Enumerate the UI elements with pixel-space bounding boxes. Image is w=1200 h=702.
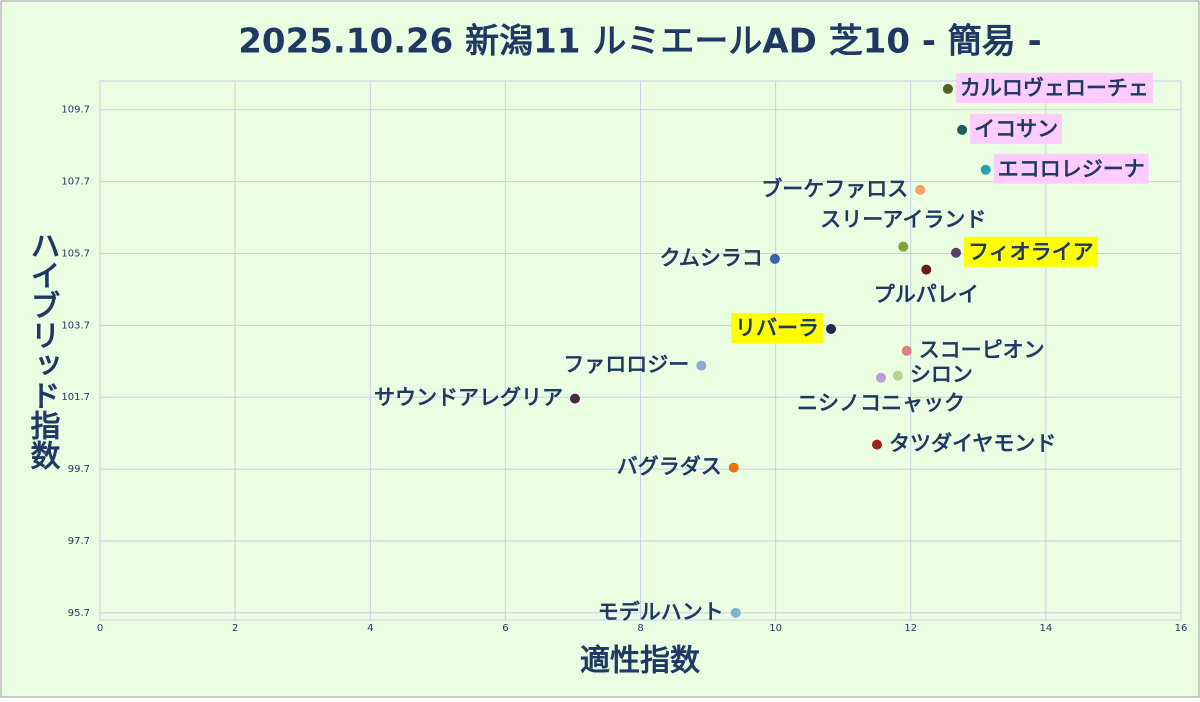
point-group: カルロヴェローチェ [942,72,1153,103]
point-label: シロン [910,363,973,387]
point-group: プルパレイ [874,264,979,307]
point [826,323,837,334]
label-highlight [993,153,1149,184]
point [876,372,887,383]
point-label: リバーラ [735,316,819,340]
y-tick-label: 99.7 [68,464,90,475]
y-tick-label: 105.7 [61,248,90,259]
label-highlight [964,236,1098,267]
x-axis-title: 適性指数 [580,644,701,679]
point-group: モデルハント [598,600,741,624]
point-group: シロン [892,363,973,387]
point-label: ニシノコニャック [797,391,965,415]
point-label: エコロレジーナ [998,157,1145,181]
point-label: スリーアイランド [820,208,986,232]
point [569,393,580,404]
point [980,164,991,175]
point [769,253,780,264]
x-tick-label: 8 [637,623,643,634]
point [957,124,968,135]
point [696,360,707,371]
x-tick-label: 10 [769,623,782,634]
point [898,241,909,252]
point-label: イコサン [974,117,1058,141]
point-label: サウンドアレグリア [374,386,563,410]
point-group: フィオライア [951,236,1098,267]
point [871,439,882,450]
label-highlight [970,113,1063,144]
y-tick-label: 107.7 [61,177,90,188]
y-tick-label: 101.7 [61,392,90,403]
y-tick-label: 97.7 [68,536,90,547]
point [921,264,932,275]
point-group: スコーピオン [901,338,1045,362]
point-group: ニシノコニャック [797,372,965,415]
x-tick-label: 12 [904,623,917,634]
label-highlight [955,72,1153,103]
point-group: クムシラコ [660,246,780,270]
point-label: スコーピオン [919,338,1045,362]
x-tick-label: 2 [232,623,238,634]
label-highlight [731,312,824,343]
point-label: カルロヴェローチェ [960,76,1149,100]
y-tick-label: 103.7 [61,320,90,331]
point-label: フィオライア [968,240,1094,264]
point [951,247,962,258]
point-group: スリーアイランド [820,208,986,252]
x-tick-label: 16 [1175,623,1188,634]
x-tick-label: 14 [1040,623,1053,634]
x-tick-label: 6 [502,623,508,634]
y-axis-title: ハイブリッド指数 [25,230,61,471]
point [730,607,741,618]
point-group: ブーケファロス [761,177,926,201]
x-tick-label: 4 [367,623,373,634]
point-group: タツダイヤモンド [871,432,1056,456]
point-label: ブーケファロス [761,177,908,201]
point [942,83,953,94]
point [915,184,926,195]
point [892,370,903,381]
point-label: プルパレイ [874,283,979,307]
point-label: クムシラコ [660,246,763,270]
point-group: エコロレジーナ [980,153,1149,184]
chart-title: 2025.10.26 新潟11 ルミエールAD 芝10 - 簡易 - [238,22,1042,62]
point-group: ファロロジー [563,353,707,377]
point-label: タツダイヤモンド [889,432,1056,456]
point-label: モデルハント [598,600,724,624]
point-group: サウンドアレグリア [374,386,580,410]
point-label: バグラダス [617,455,722,479]
point-label: ファロロジー [563,353,689,377]
point [901,345,912,356]
point-group: イコサン [957,113,1063,144]
point-group: リバーラ [731,312,837,343]
y-tick-label: 95.7 [68,608,90,619]
point [728,462,739,473]
y-tick-label: 109.7 [61,105,90,116]
point-group: バグラダス [617,455,739,479]
x-tick-label: 0 [97,623,103,634]
